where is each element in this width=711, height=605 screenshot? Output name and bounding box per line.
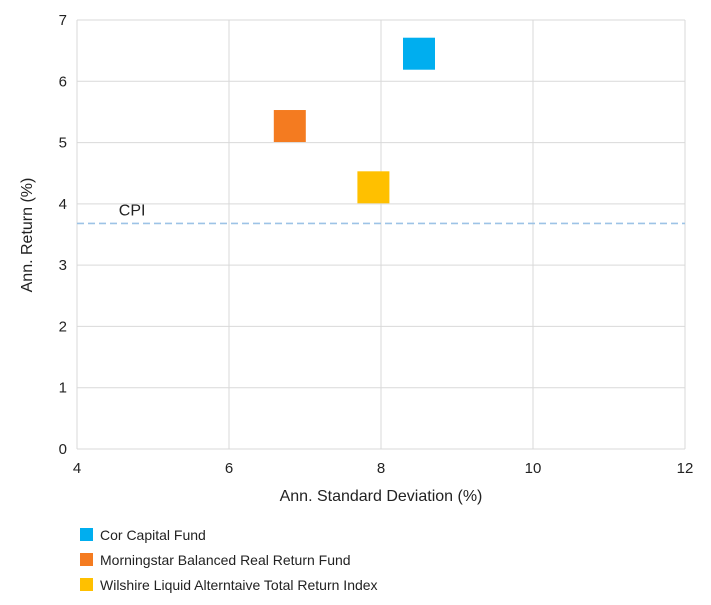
x-tick-label: 8 — [377, 460, 385, 477]
x-tick-label: 4 — [73, 460, 81, 477]
cpi-label: CPI — [119, 202, 146, 219]
legend: Cor Capital Fund Morningstar Balanced Rea… — [80, 522, 378, 597]
legend-item: Morningstar Balanced Real Return Fund — [80, 547, 378, 572]
reference-lines: CPI — [77, 202, 685, 225]
grid — [76, 19, 686, 450]
legend-item: Wilshire Liquid Alterntaive Total Return… — [80, 572, 378, 597]
data-points — [273, 37, 435, 204]
legend-swatch — [80, 553, 93, 566]
y-tick-labels: 0 1 2 3 4 5 6 7 — [59, 12, 67, 458]
data-point — [273, 110, 306, 143]
legend-swatch — [80, 578, 93, 591]
y-tick-label: 1 — [59, 380, 67, 397]
x-axis-title: Ann. Standard Deviation (%) — [280, 488, 483, 505]
data-point — [357, 171, 390, 204]
y-tick-label: 4 — [59, 196, 67, 213]
y-axis-title: Ann. Return (%) — [19, 178, 36, 293]
legend-swatch — [80, 528, 93, 541]
y-tick-label: 0 — [59, 441, 67, 458]
y-tick-label: 6 — [59, 73, 67, 90]
y-tick-label: 7 — [59, 12, 67, 29]
x-tick-labels: 4 6 8 10 12 — [73, 460, 694, 477]
y-tick-label: 3 — [59, 257, 67, 274]
legend-label: Morningstar Balanced Real Return Fund — [100, 551, 351, 568]
x-tick-label: 6 — [225, 460, 233, 477]
legend-label: Wilshire Liquid Alterntaive Total Return… — [100, 576, 378, 593]
y-tick-label: 2 — [59, 318, 67, 335]
legend-item: Cor Capital Fund — [80, 522, 378, 547]
data-point — [403, 37, 435, 70]
x-tick-label: 10 — [525, 460, 542, 477]
legend-label: Cor Capital Fund — [100, 526, 206, 543]
x-tick-label: 12 — [677, 460, 694, 477]
y-tick-label: 5 — [59, 135, 67, 152]
